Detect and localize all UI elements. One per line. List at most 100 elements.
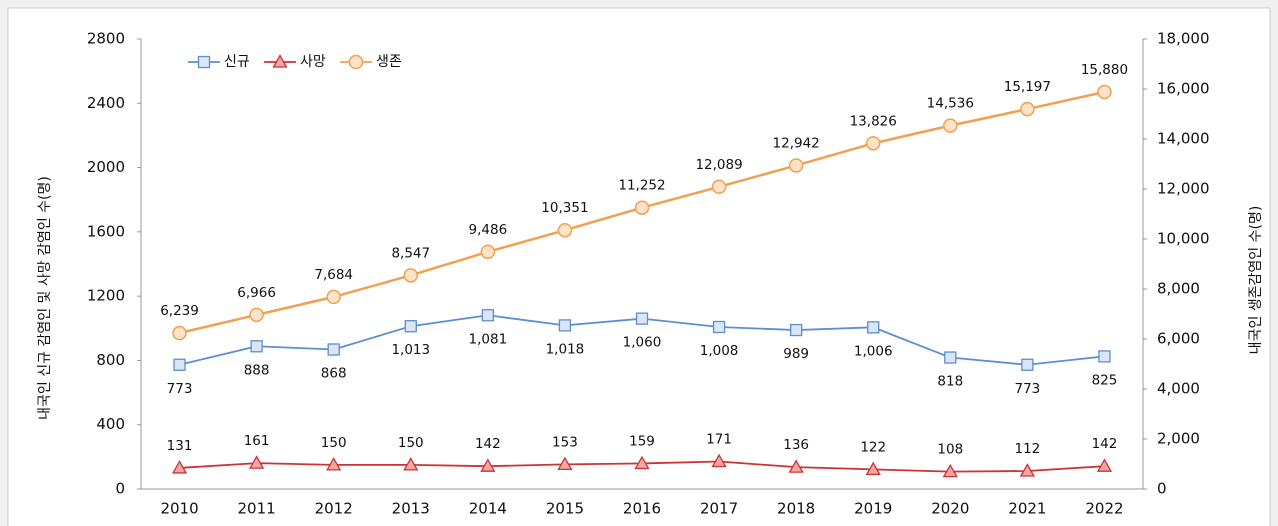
data-point [480, 458, 496, 472]
legend-marker [272, 54, 288, 68]
data-point [171, 460, 188, 474]
y2-tick-label: 12,000 [1157, 180, 1210, 198]
y2-tick-label: 16,000 [1157, 80, 1210, 98]
data-point [1096, 458, 1113, 472]
data-point [1021, 358, 1034, 371]
value-label: 171 [706, 432, 732, 448]
y-tick-label: 0 [115, 480, 125, 498]
value-label: 825 [1092, 372, 1118, 388]
data-point [712, 320, 726, 334]
data-point [944, 351, 957, 364]
y-tick-label: 1600 [87, 222, 125, 240]
value-label: 13,826 [850, 113, 897, 129]
data-point [635, 312, 649, 325]
value-label: 11,252 [618, 178, 665, 194]
y-tick-label: 2400 [87, 94, 125, 112]
x-tick-label: 2012 [315, 500, 353, 518]
chart-frame [7, 7, 1271, 526]
value-label: 150 [398, 435, 424, 451]
value-label: 142 [1092, 436, 1118, 452]
y-tick-label: 2800 [87, 30, 125, 48]
value-label: 1,008 [700, 343, 739, 359]
value-label: 15,880 [1081, 62, 1128, 78]
y-tick-label: 800 [96, 351, 125, 369]
value-label: 14,536 [927, 96, 974, 112]
x-tick-label: 2018 [777, 500, 815, 518]
value-label: 9,486 [469, 222, 508, 238]
value-label: 15,197 [1004, 79, 1051, 95]
data-point [404, 320, 417, 333]
data-point [943, 118, 958, 133]
x-tick-label: 2015 [546, 500, 584, 518]
value-label: 1,018 [546, 341, 585, 357]
value-label: 12,942 [773, 135, 820, 151]
value-label: 142 [475, 436, 501, 452]
legend-marker [348, 54, 364, 70]
x-tick-label: 2013 [392, 500, 430, 518]
value-label: 1,081 [469, 331, 508, 347]
data-point [1097, 84, 1112, 100]
value-label: 1,013 [391, 342, 430, 358]
value-label: 989 [783, 346, 809, 362]
data-point [634, 200, 650, 215]
data-point [867, 321, 880, 334]
y-axis-title: 내국인 신규 감염인 및 사망 감염인 수(명) [37, 176, 53, 420]
y-tick-label: 1200 [87, 287, 125, 305]
data-point [788, 158, 804, 173]
y2-tick-label: 2,000 [1157, 430, 1200, 448]
y2-tick-label: 4,000 [1157, 380, 1200, 398]
y2-axis-title: 내국인 생존감염인 수(명) [1248, 206, 1264, 355]
data-point [634, 455, 650, 470]
data-point [481, 309, 494, 322]
y2-tick-label: 6,000 [1157, 330, 1200, 348]
x-tick-label: 2017 [700, 500, 738, 518]
data-point [249, 307, 264, 323]
y2-tick-label: 14,000 [1157, 130, 1210, 148]
y2-tick-label: 10,000 [1157, 230, 1210, 248]
data-point [403, 457, 419, 471]
x-tick-label: 2011 [238, 500, 276, 518]
value-label: 122 [860, 439, 886, 455]
value-label: 1,006 [854, 343, 893, 359]
value-label: 10,351 [541, 200, 588, 216]
value-label: 12,089 [695, 157, 742, 173]
value-label: 773 [167, 381, 193, 397]
data-point [327, 343, 340, 356]
data-point [326, 289, 341, 305]
data-point [557, 456, 573, 471]
data-point [557, 222, 573, 238]
value-label: 7,684 [314, 267, 353, 283]
x-tick-label: 2020 [931, 500, 969, 518]
x-tick-label: 2022 [1085, 500, 1123, 518]
data-point [249, 455, 265, 469]
data-point [790, 323, 803, 337]
value-label: 112 [1014, 441, 1040, 457]
legend-label: 신규 [224, 54, 250, 70]
y2-tick-label: 0 [1157, 480, 1167, 498]
data-point [942, 463, 958, 478]
value-label: 888 [244, 362, 270, 378]
data-point [1019, 463, 1035, 477]
value-label: 159 [629, 433, 655, 449]
data-point [788, 459, 804, 473]
value-label: 6,239 [160, 303, 199, 319]
value-label: 136 [783, 437, 809, 453]
value-label: 161 [244, 433, 270, 449]
value-label: 108 [937, 442, 963, 458]
data-point [711, 453, 727, 468]
legend-marker [197, 55, 211, 69]
value-label: 818 [937, 374, 963, 390]
x-tick-label: 2019 [854, 500, 892, 518]
x-tick-label: 2010 [160, 500, 198, 518]
value-label: 150 [321, 435, 347, 451]
data-point [172, 325, 187, 341]
value-label: 868 [321, 366, 347, 382]
data-point [558, 319, 572, 332]
x-tick-label: 2021 [1008, 500, 1046, 518]
y2-tick-label: 18,000 [1157, 30, 1210, 48]
data-point [865, 136, 881, 151]
y2-tick-label: 8,000 [1157, 280, 1200, 298]
value-label: 1,060 [623, 335, 662, 351]
y-tick-label: 400 [96, 415, 125, 433]
